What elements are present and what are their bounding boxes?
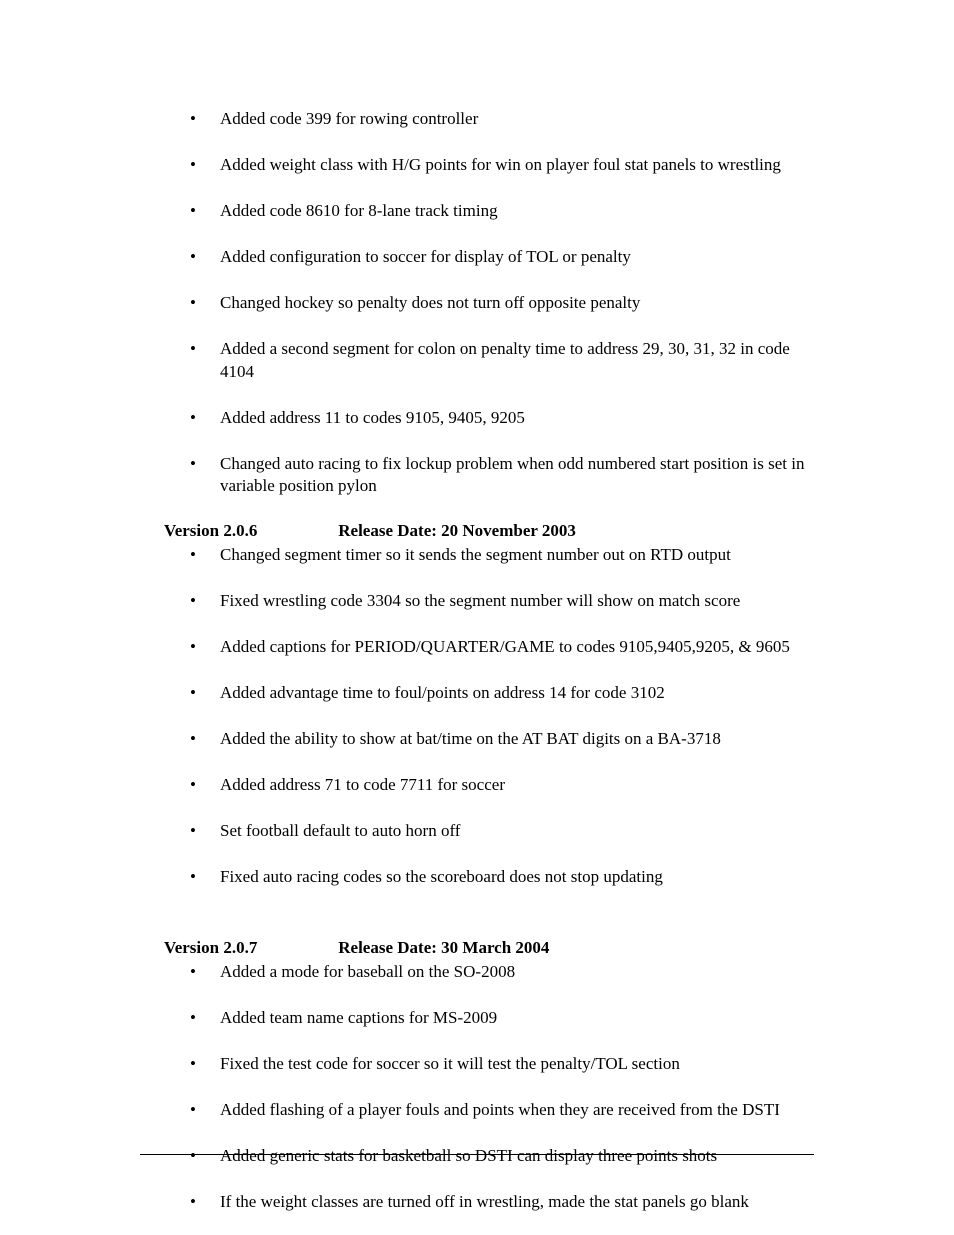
- list-item: Added address 71 to code 7711 for soccer: [164, 774, 814, 797]
- list-item: Added advantage time to foul/points on a…: [164, 682, 814, 705]
- list-item: Added a mode for baseball on the SO-2008: [164, 961, 814, 984]
- list-item: Changed auto racing to fix lockup proble…: [164, 453, 814, 499]
- list-item: Added address 11 to codes 9105, 9405, 92…: [164, 407, 814, 430]
- list-item: Fixed auto racing codes so the scoreboar…: [164, 866, 814, 889]
- bullet-list-0: Added code 399 for rowing controller Add…: [164, 108, 814, 498]
- footer-rule: [140, 1154, 814, 1155]
- list-item: Changed hockey so penalty does not turn …: [164, 292, 814, 315]
- release-date-label: Release Date: 20 November 2003: [338, 521, 576, 540]
- release-date-label: Release Date: 30 March 2004: [338, 938, 549, 957]
- list-item: Added code 8610 for 8-lane track timing: [164, 200, 814, 223]
- list-item: If the weight classes are turned off in …: [164, 1191, 814, 1214]
- list-item: Added team name captions for MS-2009: [164, 1007, 814, 1030]
- bullet-list-1: Changed segment timer so it sends the se…: [164, 544, 814, 889]
- list-item: Added weight class with H/G points for w…: [164, 154, 814, 177]
- version-label: Version 2.0.6: [164, 521, 334, 541]
- list-item: Added configuration to soccer for displa…: [164, 246, 814, 269]
- list-item: Fixed wrestling code 3304 so the segment…: [164, 590, 814, 613]
- list-item: Fixed the test code for soccer so it wil…: [164, 1053, 814, 1076]
- list-item: Added generic stats for basketball so DS…: [164, 1145, 814, 1168]
- list-item: Added the ability to show at bat/time on…: [164, 728, 814, 751]
- list-item: Added captions for PERIOD/QUARTER/GAME t…: [164, 636, 814, 659]
- version-heading-207: Version 2.0.7 Release Date: 30 March 200…: [164, 938, 814, 958]
- list-item: Added flashing of a player fouls and poi…: [164, 1099, 814, 1122]
- list-item: Added a second segment for colon on pena…: [164, 338, 814, 384]
- list-item: Set football default to auto horn off: [164, 820, 814, 843]
- list-item: Added code 399 for rowing controller: [164, 108, 814, 131]
- section-gap: [164, 912, 814, 930]
- bullet-list-2: Added a mode for baseball on the SO-2008…: [164, 961, 814, 1214]
- document-page: Added code 399 for rowing controller Add…: [0, 0, 954, 1235]
- version-label: Version 2.0.7: [164, 938, 334, 958]
- content-area: Added code 399 for rowing controller Add…: [164, 108, 814, 1214]
- list-item: Changed segment timer so it sends the se…: [164, 544, 814, 567]
- version-heading-206: Version 2.0.6 Release Date: 20 November …: [164, 521, 814, 541]
